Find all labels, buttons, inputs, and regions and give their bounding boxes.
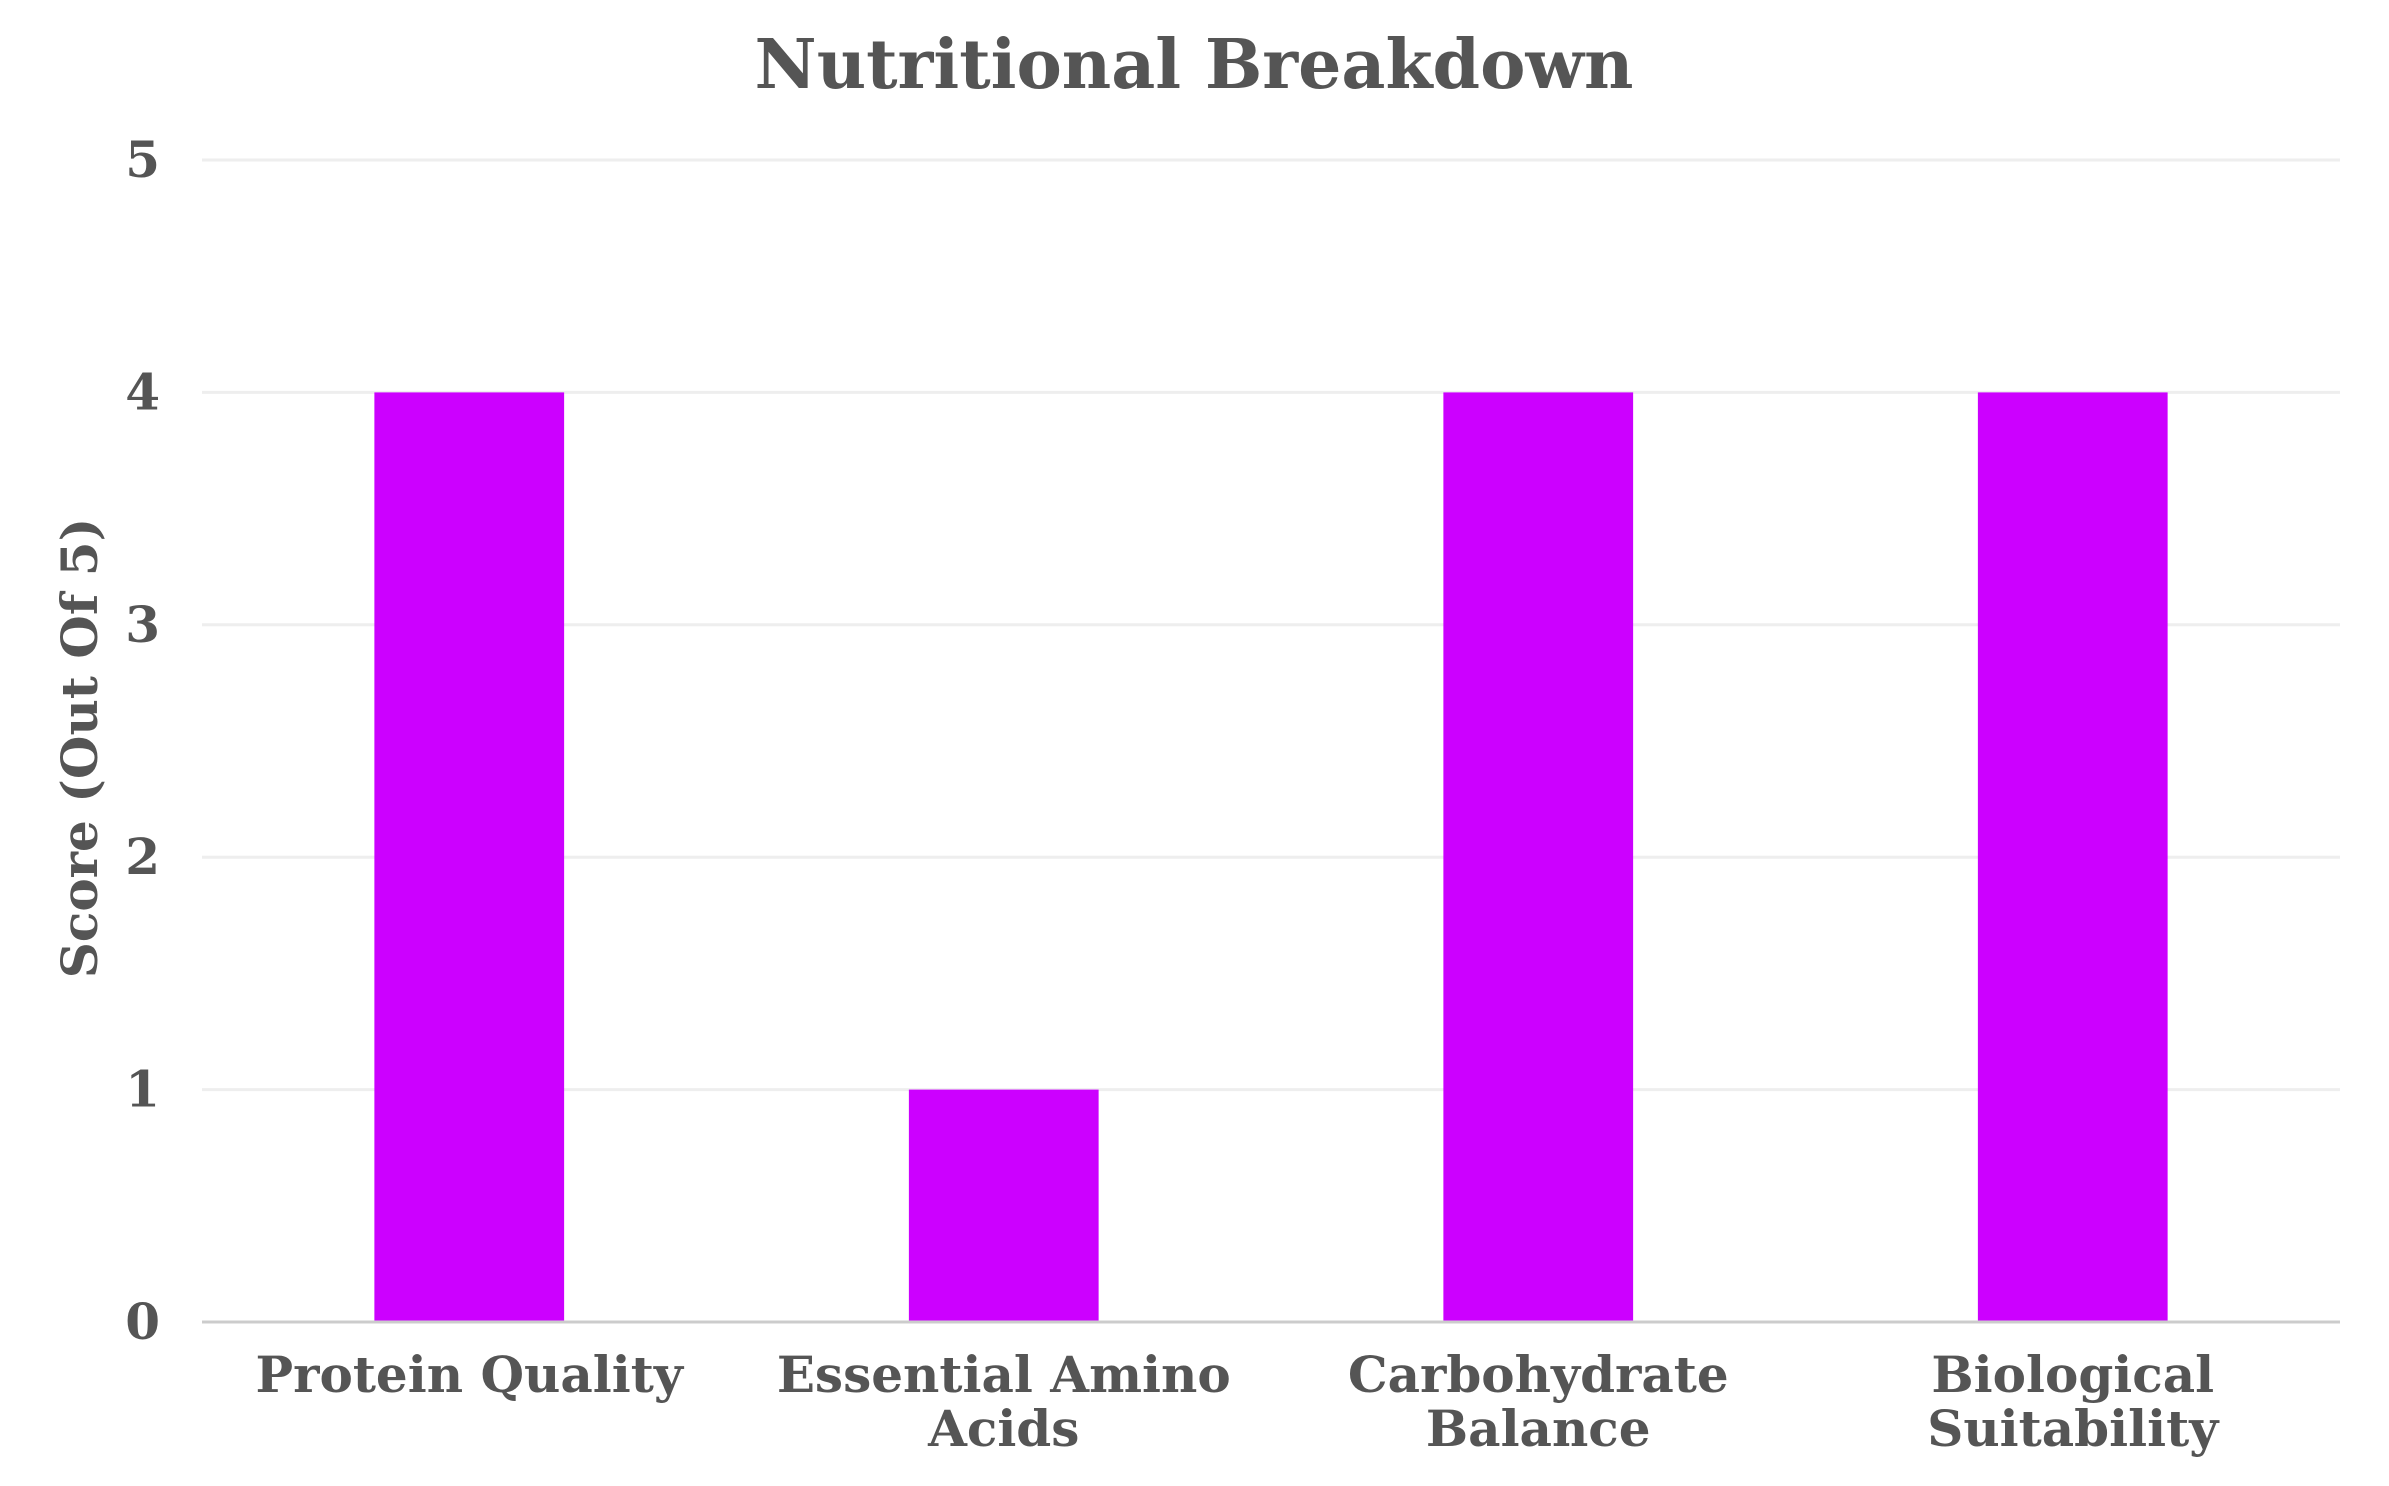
chart-title: Nutritional Breakdown <box>755 25 1634 105</box>
y-tick-label: 5 <box>125 130 160 189</box>
x-tick-label-line: Essential Amino <box>777 1345 1231 1404</box>
y-tick-label: 2 <box>125 827 160 886</box>
y-tick-label: 0 <box>125 1292 160 1351</box>
bar <box>1443 392 1634 1322</box>
x-tick-label-line: Biological <box>1931 1345 2214 1404</box>
y-tick-label: 3 <box>125 595 160 654</box>
y-tick-label: 1 <box>125 1060 160 1119</box>
bar <box>1977 392 2168 1322</box>
bar <box>374 392 565 1322</box>
y-axis-label: Score (Out Of 5) <box>50 518 109 978</box>
x-tick-label-line: Protein Quality <box>256 1345 685 1404</box>
x-tick-label: Carbohydrate Balance <box>1348 1345 1729 1458</box>
x-tick-label-line: Carbohydrate <box>1348 1345 1729 1404</box>
x-tick-label-line: Suitability <box>1927 1399 2220 1458</box>
bars <box>374 392 2168 1322</box>
y-tick-label: 4 <box>125 362 160 421</box>
y-axis-ticks: 0 1 2 3 4 5 <box>125 130 160 1351</box>
x-tick-label-line: Balance <box>1426 1399 1651 1458</box>
x-tick-label: Biological Suitability <box>1927 1345 2220 1458</box>
x-tick-label-line: Acids <box>927 1399 1079 1458</box>
x-tick-label: Protein Quality <box>256 1345 685 1404</box>
x-tick-label: Essential Amino Acids <box>777 1345 1231 1458</box>
bar <box>908 1089 1099 1322</box>
x-axis-ticks: Protein Quality Essential Amino Acids Carbo… <box>256 1345 2221 1458</box>
